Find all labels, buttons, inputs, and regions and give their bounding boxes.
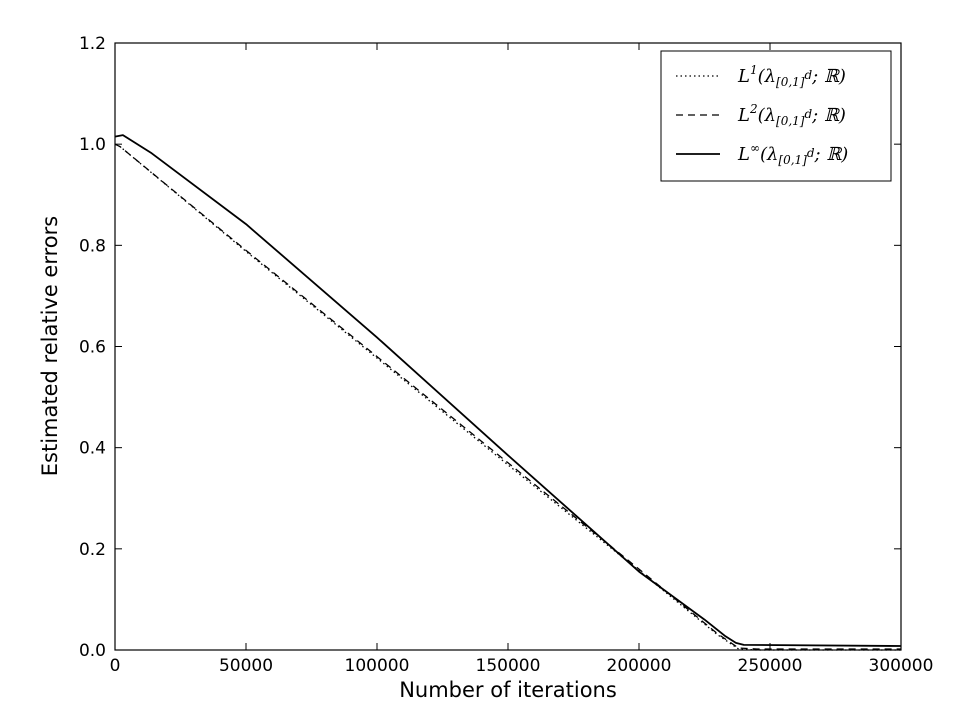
x-tick-label: 250000: [738, 656, 803, 676]
x-tick-label: 50000: [219, 656, 273, 676]
ticks-layer: 0 50000 100000 150000 200000 250000 300000 0.0 0…: [79, 34, 934, 676]
x-tick-label: 150000: [476, 656, 541, 676]
y-tick-label: 0.4: [79, 439, 106, 459]
x-tick-label: 300000: [869, 656, 934, 676]
legend: L1(λ[0,1]d; ℝ) L2(λ[0,1]d; ℝ) L∞(λ[0,1]d; …: [660, 50, 892, 182]
y-tick-label: 0.0: [79, 641, 106, 661]
x-tick-label: 200000: [607, 656, 672, 676]
y-tick-label: 0.8: [79, 236, 106, 256]
y-tick-label: 1.2: [79, 34, 106, 54]
y-axis-label: Estimated relative errors: [38, 216, 62, 476]
legend-label-3: L∞(λ[0,1]d; ℝ): [737, 141, 848, 167]
legend-box: [660, 50, 892, 182]
x-tick-label: 0: [110, 656, 121, 676]
legend-label-1: L1(λ[0,1]d; ℝ): [737, 63, 846, 89]
y-tick-label: 1.0: [79, 135, 106, 155]
series-line-2: [114, 143, 901, 650]
series-line-3: [114, 134, 902, 647]
legend-label-2: L2(λ[0,1]d; ℝ): [737, 102, 846, 128]
series-layer: [114, 134, 902, 651]
y-tick-label: 0.6: [79, 338, 106, 358]
x-tick-label: 100000: [345, 656, 410, 676]
x-axis-label: Number of iterations: [399, 678, 617, 702]
y-tick-label: 0.2: [79, 540, 106, 560]
